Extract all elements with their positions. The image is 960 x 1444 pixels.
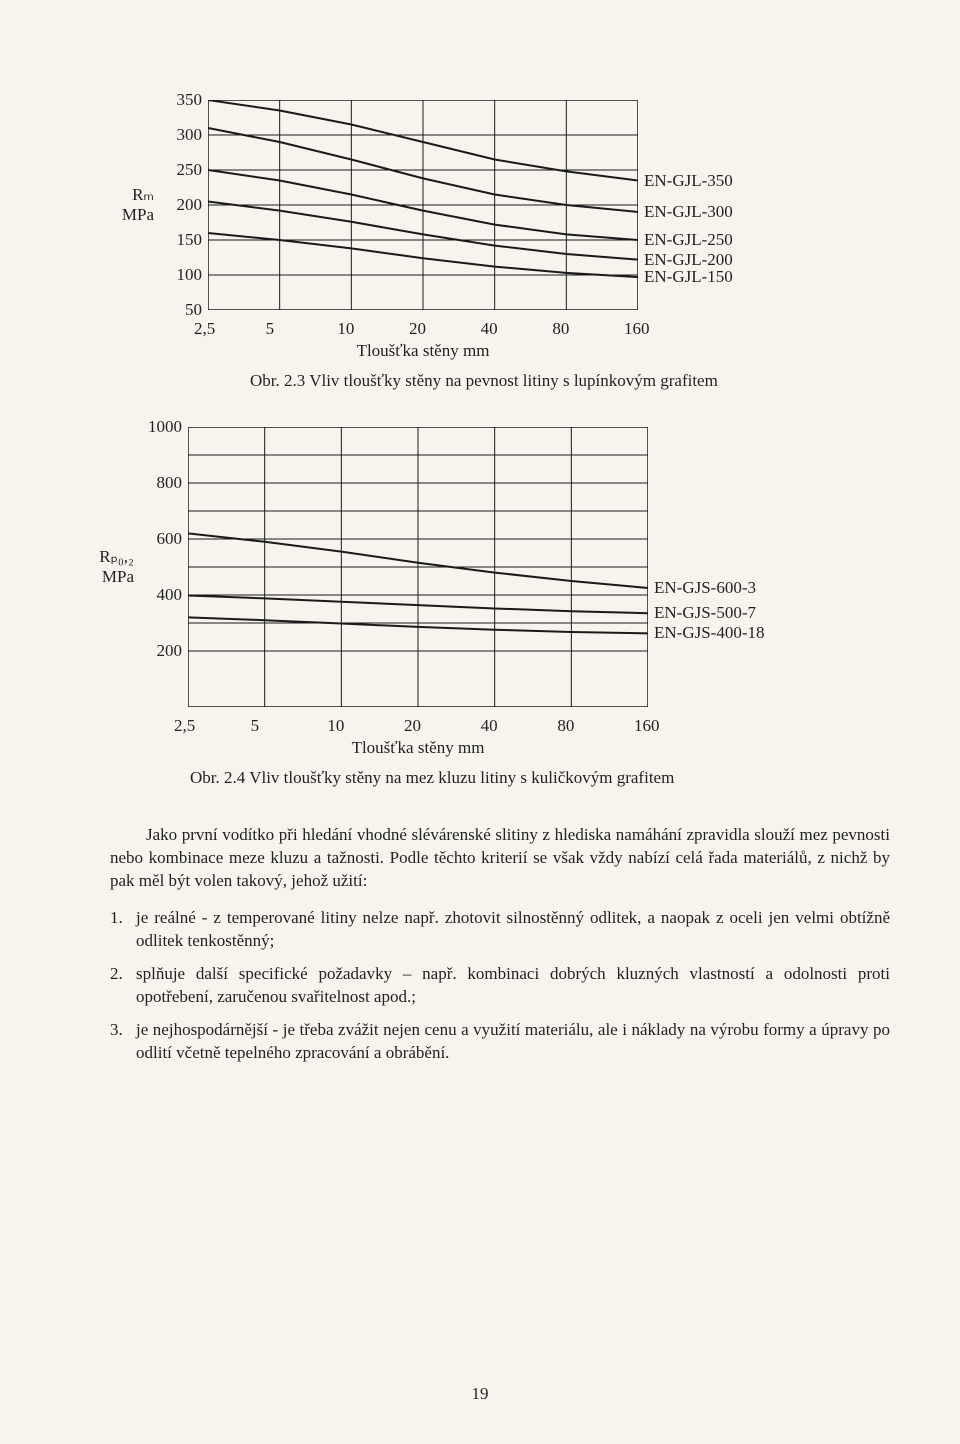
chart-1-x-ticks: 2,5510204080160: [208, 319, 638, 339]
x-tick-label: 10: [337, 319, 354, 339]
chart-1-y-label: Rₘ MPa: [110, 100, 154, 310]
x-tick-label: 80: [552, 319, 569, 339]
x-tick-label: 160: [634, 716, 660, 736]
chart-2-plot: 2,5510204080160 Tloušťka stěny mm: [188, 427, 648, 758]
chart-2-y-ticks: 1000800600400200: [142, 427, 182, 707]
y-tick-label: 1000: [148, 417, 182, 437]
series-label: EN-GJL-300: [644, 202, 733, 222]
x-tick-label: 10: [327, 716, 344, 736]
chart-2: Rₚ₀,₂ MPa 1000800600400200 2,55102040801…: [80, 427, 890, 788]
y-label-line: MPa: [122, 205, 154, 225]
y-label-line: Rₚ₀,₂: [99, 547, 134, 567]
list-item: splňuje další specifické požadavky – nap…: [110, 963, 890, 1009]
list-item: je nejhospodárnější - je třeba zvážit ne…: [110, 1019, 890, 1065]
y-tick-label: 200: [177, 195, 203, 215]
series-label: EN-GJL-150: [644, 267, 733, 287]
criteria-list: je reálné - z temperované litiny nelze n…: [110, 907, 890, 1065]
chart-1-plot: 2,5510204080160 Tloušťka stěny mm: [208, 100, 638, 361]
y-tick-label: 350: [177, 90, 203, 110]
series-label: EN-GJS-500-7: [654, 603, 756, 623]
chart-1: Rₘ MPa 35030025020015010050 2,5510204080…: [110, 100, 890, 391]
intro-paragraph: Jako první vodítko při hledání vhodné sl…: [110, 824, 890, 893]
y-tick-label: 800: [157, 473, 183, 493]
chart-2-caption: Obr. 2.4 Vliv tloušťky stěny na mez kluz…: [190, 768, 890, 788]
chart-2-y-label: Rₚ₀,₂ MPa: [80, 427, 134, 707]
chart-2-series-labels: EN-GJS-600-3 EN-GJS-500-7EN-GJS-400-18: [654, 427, 784, 707]
y-tick-label: 200: [157, 641, 183, 661]
y-label-line: MPa: [102, 567, 134, 587]
chart-1-caption: Obr. 2.3 Vliv tloušťky stěny na pevnost …: [250, 371, 890, 391]
x-tick-label: 5: [251, 716, 260, 736]
x-tick-label: 40: [481, 716, 498, 736]
series-label: EN-GJL-250: [644, 230, 733, 250]
list-item: je reálné - z temperované litiny nelze n…: [110, 907, 890, 953]
x-tick-label: 2,5: [194, 319, 215, 339]
y-tick-label: 600: [157, 529, 183, 549]
chart-2-svg: [188, 427, 648, 707]
x-tick-label: 160: [624, 319, 650, 339]
y-tick-label: 50: [185, 300, 202, 320]
page-number: 19: [0, 1384, 960, 1404]
y-tick-label: 250: [177, 160, 203, 180]
chart-1-x-label: Tloušťka stěny mm: [208, 341, 638, 361]
x-tick-label: 5: [266, 319, 275, 339]
y-tick-label: 150: [177, 230, 203, 250]
series-label: EN-GJL-350: [644, 171, 733, 191]
y-tick-label: 400: [157, 585, 183, 605]
y-tick-label: 100: [177, 265, 203, 285]
x-tick-label: 40: [481, 319, 498, 339]
y-label-line: Rₘ: [132, 185, 154, 205]
chart-2-x-ticks: 2,5510204080160: [188, 716, 648, 736]
x-tick-label: 2,5: [174, 716, 195, 736]
chart-1-svg: [208, 100, 638, 310]
x-tick-label: 20: [404, 716, 421, 736]
y-tick-label: 300: [177, 125, 203, 145]
series-label: EN-GJS-600-3: [654, 578, 756, 598]
chart-1-y-ticks: 35030025020015010050: [162, 100, 202, 310]
series-label: EN-GJS-400-18: [654, 623, 765, 643]
chart-1-series-labels: EN-GJL-350EN-GJL-300EN-GJL-250EN-GJL-200…: [644, 100, 774, 310]
x-tick-label: 80: [557, 716, 574, 736]
x-tick-label: 20: [409, 319, 426, 339]
page: Rₘ MPa 350 300 250 200 150 100 50 2,5 5 10 20 40 80…: [0, 0, 960, 1444]
chart-2-x-label: Tloušťka stěny mm: [188, 738, 648, 758]
